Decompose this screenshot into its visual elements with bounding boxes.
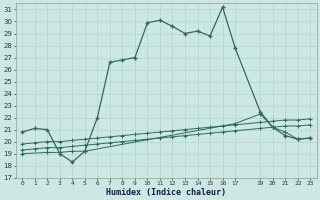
X-axis label: Humidex (Indice chaleur): Humidex (Indice chaleur) (106, 188, 226, 197)
